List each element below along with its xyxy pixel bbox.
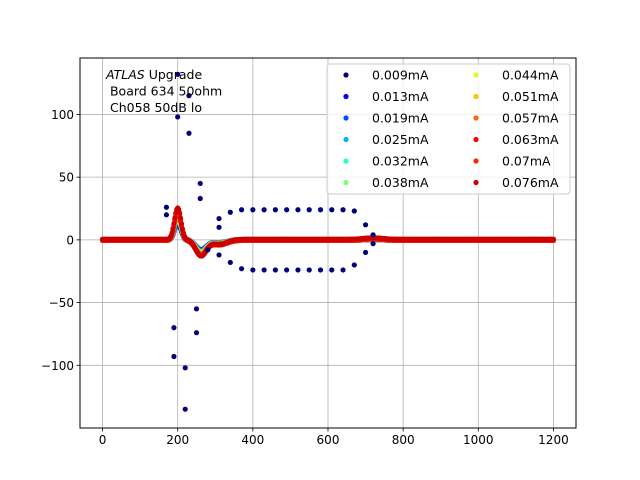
plot-data — [99, 71, 557, 412]
